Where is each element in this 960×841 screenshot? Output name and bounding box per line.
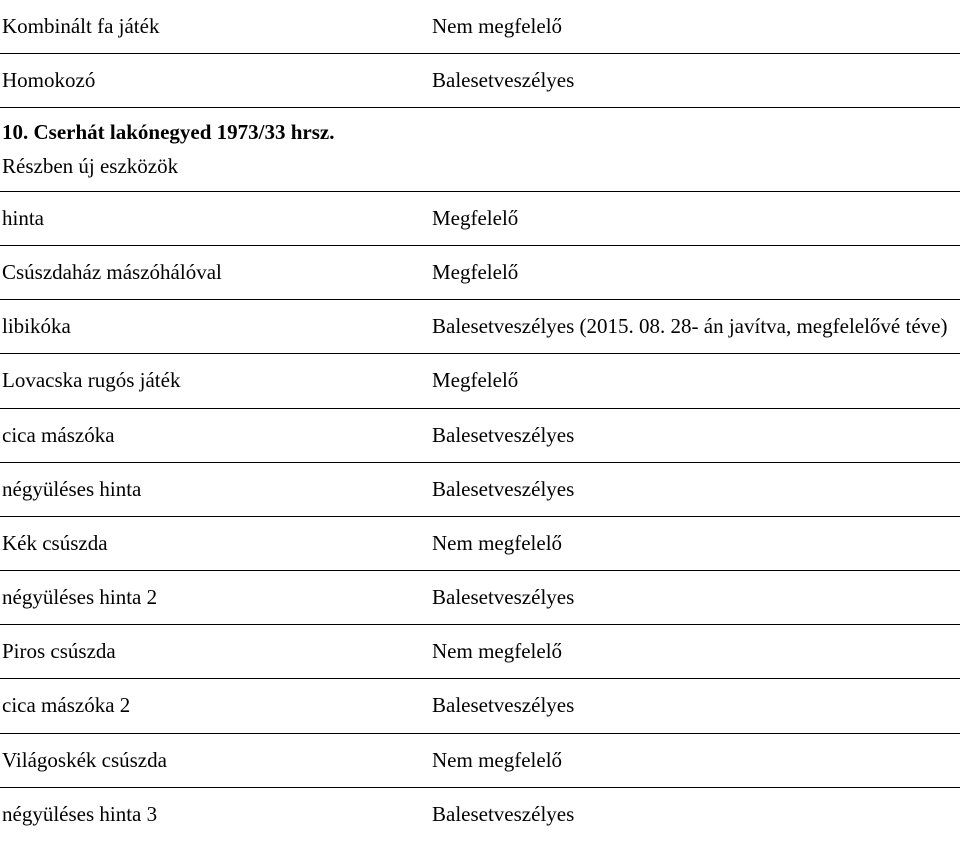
item-name: négyüléses hinta 2 <box>0 571 430 624</box>
item-name: Világoskék csúszda <box>0 734 430 787</box>
item-status: Megfelelő <box>430 354 960 407</box>
table-row: Csúszdaház mászóhálóval Megfelelő <box>0 245 960 299</box>
document-table: Kombinált fa játék Nem megfelelő Homokoz… <box>0 0 960 841</box>
item-name: cica mászóka <box>0 409 430 462</box>
table-row: négyüléses hinta 2 Balesetveszélyes <box>0 571 960 625</box>
item-status: Balesetveszélyes <box>430 571 960 624</box>
item-status: Balesetveszélyes <box>430 679 960 732</box>
section-title: 10. Cserhát lakónegyed 1973/33 hrsz. <box>2 120 428 145</box>
table-row: libikóka Balesetveszélyes (2015. 08. 28-… <box>0 300 960 354</box>
item-name: Piros csúszda <box>0 625 430 678</box>
item-name: Homokozó <box>0 54 430 107</box>
item-status: Balesetveszélyes <box>430 463 960 516</box>
table-row: cica mászóka 2 Balesetveszélyes <box>0 679 960 733</box>
table-row: hinta Megfelelő <box>0 191 960 245</box>
table-row: négyüléses hinta 3 Balesetveszélyes <box>0 787 960 841</box>
item-name: négyüléses hinta 3 <box>0 788 430 841</box>
item-name: hinta <box>0 192 430 245</box>
item-status: Balesetveszélyes <box>430 788 960 841</box>
item-name: cica mászóka 2 <box>0 679 430 732</box>
section-row: 10. Cserhát lakónegyed 1973/33 hrsz. Rés… <box>0 108 960 191</box>
table-row: Kombinált fa játék Nem megfelelő <box>0 0 960 54</box>
item-status: Balesetveszélyes <box>430 54 960 107</box>
item-name: Csúszdaház mászóhálóval <box>0 246 430 299</box>
table-row: Lovacska rugós játék Megfelelő <box>0 354 960 408</box>
table-row: cica mászóka Balesetveszélyes <box>0 408 960 462</box>
table-row: Homokozó Balesetveszélyes <box>0 54 960 108</box>
section-subtitle: Részben új eszközök <box>2 154 428 179</box>
item-status: Nem megfelelő <box>430 625 960 678</box>
item-status: Balesetveszélyes <box>430 409 960 462</box>
item-status: Megfelelő <box>430 192 960 245</box>
item-status: Megfelelő <box>430 246 960 299</box>
item-name: négyüléses hinta <box>0 463 430 516</box>
item-name: Kék csúszda <box>0 517 430 570</box>
item-name: libikóka <box>0 300 430 353</box>
item-status: Nem megfelelő <box>430 0 960 53</box>
table-row: Világoskék csúszda Nem megfelelő <box>0 733 960 787</box>
item-name: Lovacska rugós játék <box>0 354 430 407</box>
table-row: Piros csúszda Nem megfelelő <box>0 625 960 679</box>
item-status: Nem megfelelő <box>430 517 960 570</box>
item-status: Balesetveszélyes (2015. 08. 28- án javít… <box>430 300 960 353</box>
table-row: Kék csúszda Nem megfelelő <box>0 516 960 570</box>
item-status: Nem megfelelő <box>430 734 960 787</box>
item-name: Kombinált fa játék <box>0 0 430 53</box>
document-page: Kombinált fa játék Nem megfelelő Homokoz… <box>0 0 960 805</box>
table-row: négyüléses hinta Balesetveszélyes <box>0 462 960 516</box>
